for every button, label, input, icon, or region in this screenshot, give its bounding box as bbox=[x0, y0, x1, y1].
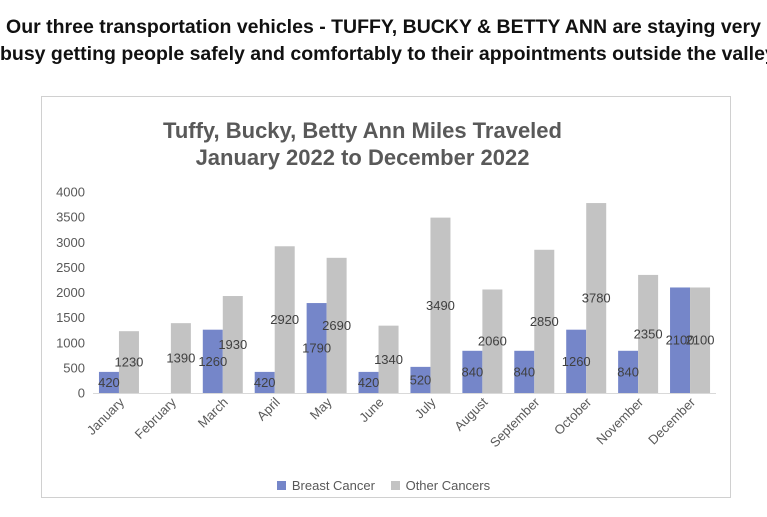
data-label: 520 bbox=[410, 372, 432, 387]
chart-title: Tuffy, Bucky, Betty Ann Miles Traveled J… bbox=[0, 117, 725, 171]
x-tick-label: March bbox=[195, 395, 231, 431]
bar-breast-cancer bbox=[618, 350, 639, 393]
x-tick-label: December bbox=[645, 394, 698, 447]
data-label: 2100 bbox=[686, 333, 715, 348]
headline-line-2: busy getting people safely and comfortab… bbox=[0, 43, 767, 65]
y-tick-label: 1500 bbox=[56, 310, 85, 325]
data-label: 1260 bbox=[198, 354, 227, 369]
y-tick-label: 2000 bbox=[56, 285, 85, 300]
x-tick-label: August bbox=[451, 394, 490, 433]
data-label: 1790 bbox=[302, 341, 331, 356]
bar-other-cancers bbox=[274, 246, 295, 393]
data-label: 1340 bbox=[374, 352, 403, 367]
y-tick-label: 2500 bbox=[56, 260, 85, 275]
data-label: 2100 bbox=[666, 333, 695, 348]
bar-other-cancers bbox=[378, 325, 399, 393]
bar-other-cancers bbox=[586, 203, 607, 393]
data-label: 1930 bbox=[218, 337, 247, 352]
bar-breast-cancer bbox=[358, 371, 379, 393]
legend-item-other-cancers: Other Cancers bbox=[390, 478, 491, 493]
y-tick-label: 1000 bbox=[56, 335, 85, 350]
bar-other-cancers bbox=[118, 331, 139, 393]
data-label: 420 bbox=[358, 375, 380, 390]
bar-other-cancers bbox=[534, 249, 555, 393]
y-tick-label: 0 bbox=[78, 386, 85, 401]
data-label: 420 bbox=[254, 375, 276, 390]
headline-line-1: Our three transportation vehicles - TUFF… bbox=[6, 16, 761, 38]
x-tick-label: October bbox=[551, 394, 595, 438]
legend-swatch-other-cancers bbox=[390, 481, 400, 490]
data-label: 1260 bbox=[562, 354, 591, 369]
bar-breast-cancer bbox=[670, 287, 691, 393]
headline: Our three transportation vehicles - TUFF… bbox=[0, 14, 767, 68]
bar-other-cancers bbox=[170, 323, 191, 393]
bar-breast-cancer bbox=[98, 371, 119, 393]
data-label: 840 bbox=[513, 364, 535, 379]
bar-breast-cancer bbox=[254, 371, 275, 393]
y-tick-label: 3000 bbox=[56, 235, 85, 250]
chart-title-line-2: January 2022 to December 2022 bbox=[195, 145, 530, 170]
data-label: 2850 bbox=[530, 314, 559, 329]
x-tick-label: September bbox=[487, 394, 543, 450]
legend-swatch-breast-cancer bbox=[276, 481, 286, 490]
bar-breast-cancer bbox=[306, 303, 327, 393]
y-tick-label: 500 bbox=[63, 360, 85, 375]
y-tick-label: 4000 bbox=[56, 185, 85, 200]
bar-breast-cancer bbox=[202, 329, 223, 393]
legend-label-other-cancers: Other Cancers bbox=[405, 478, 491, 493]
bar-other-cancers bbox=[482, 289, 503, 393]
x-tick-label: January bbox=[84, 394, 128, 438]
bar-breast-cancer bbox=[514, 350, 535, 393]
data-label: 420 bbox=[98, 375, 120, 390]
bar-breast-cancer bbox=[566, 329, 587, 393]
data-label: 3490 bbox=[426, 298, 455, 313]
data-label: 3780 bbox=[582, 291, 611, 306]
legend-label-breast-cancer: Breast Cancer bbox=[291, 478, 375, 493]
bar-other-cancers bbox=[638, 274, 659, 393]
bar-breast-cancer bbox=[410, 366, 431, 393]
x-tick-label: April bbox=[254, 394, 283, 423]
chart-legend: Breast Cancer Other Cancers bbox=[0, 478, 767, 493]
bar-other-cancers bbox=[326, 257, 347, 393]
x-tick-label: November bbox=[593, 394, 646, 447]
x-tick-label: June bbox=[356, 395, 387, 426]
bar-other-cancers bbox=[222, 296, 243, 393]
legend-item-breast-cancer: Breast Cancer bbox=[276, 478, 375, 493]
x-tick-label: February bbox=[132, 394, 180, 442]
y-tick-label: 3500 bbox=[56, 210, 85, 225]
data-label: 1390 bbox=[166, 351, 195, 366]
data-label: 840 bbox=[617, 364, 639, 379]
data-label: 2690 bbox=[322, 318, 351, 333]
bar-other-cancers bbox=[430, 217, 451, 393]
chart-title-line-1: Tuffy, Bucky, Betty Ann Miles Traveled bbox=[163, 118, 562, 143]
data-label: 2060 bbox=[478, 334, 507, 349]
data-label: 840 bbox=[462, 364, 484, 379]
bar-breast-cancer bbox=[462, 350, 483, 393]
data-label: 2350 bbox=[634, 326, 663, 341]
x-tick-label: May bbox=[307, 394, 335, 422]
x-tick-label: July bbox=[412, 394, 439, 421]
chart-frame bbox=[41, 96, 731, 498]
data-label: 1230 bbox=[114, 355, 143, 370]
bar-other-cancers bbox=[690, 287, 711, 393]
data-label: 2920 bbox=[270, 312, 299, 327]
